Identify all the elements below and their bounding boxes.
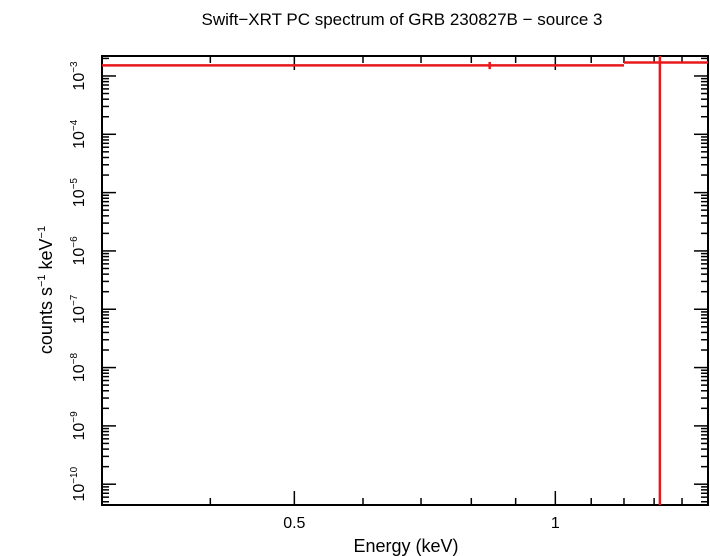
- y-tick-label: 10−4: [69, 119, 88, 149]
- y-tick-base: 10: [71, 484, 88, 502]
- y-tick-exponent: −4: [69, 119, 80, 131]
- y-axis-label: counts s−1 keV−1: [36, 226, 56, 354]
- y-axis-label-exp-2: −1: [36, 226, 48, 239]
- y-tick-base: 10: [71, 364, 88, 382]
- y-tick-exponent: −6: [69, 236, 80, 248]
- y-tick-label: 10−7: [69, 294, 88, 324]
- y-tick-exponent: −8: [69, 353, 80, 365]
- y-tick-exponent: −10: [69, 466, 80, 483]
- chart-title: Swift−XRT PC spectrum of GRB 230827B − s…: [202, 10, 603, 29]
- y-tick-exponent: −5: [69, 178, 80, 190]
- y-tick-exponent: −3: [69, 61, 80, 73]
- y-axis-label-exp: −1: [36, 274, 48, 287]
- y-tick-label: 10−3: [69, 61, 88, 91]
- y-tick-base: 10: [71, 423, 88, 441]
- y-tick-base: 10: [71, 131, 88, 149]
- x-axis-label: Energy (keV): [353, 536, 458, 556]
- data-series: [102, 56, 708, 505]
- y-tick-base: 10: [71, 189, 88, 207]
- x-tick-label: 1: [551, 515, 560, 532]
- y-axis-label-text-2: keV: [36, 238, 56, 274]
- y-tick-label: 10−9: [69, 411, 88, 441]
- y-axis-label-text: counts s: [36, 287, 56, 354]
- y-tick-base: 10: [71, 248, 88, 266]
- y-tick-label: 10−8: [69, 353, 88, 383]
- y-tick-label: 10−5: [69, 178, 88, 208]
- y-tick-exponent: −9: [69, 411, 80, 423]
- y-tick-base: 10: [71, 306, 88, 324]
- y-tick-base: 10: [71, 73, 88, 91]
- plot-frame: [101, 55, 709, 506]
- x-tick-label: 0.5: [283, 515, 305, 532]
- y-tick-label: 10−6: [69, 236, 88, 266]
- y-tick-exponent: −7: [69, 294, 80, 306]
- plot-axes: 0.5 110−310−410−510−610−710−810−910−10: [69, 55, 709, 532]
- y-tick-label: 10−10: [69, 466, 88, 501]
